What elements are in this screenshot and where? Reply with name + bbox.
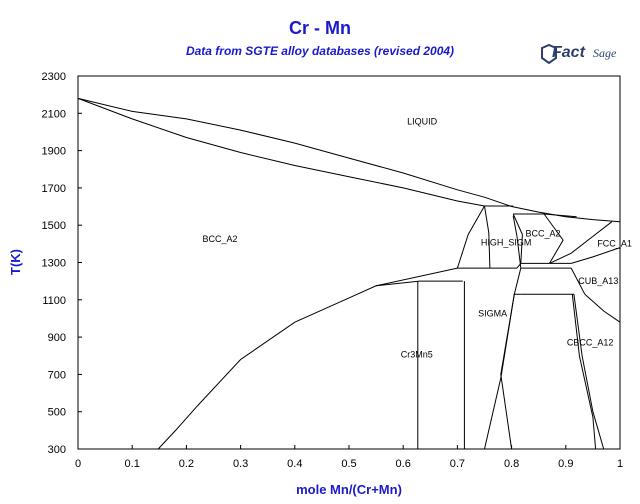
boundary-high-sigma-bottom (516, 262, 572, 269)
x-tick-label: 0.1 (125, 458, 140, 470)
x-tick-label: 0.2 (179, 458, 194, 470)
y-axis-ticks: 300 500 700 900 1100 1300 1500 1700 1900 2100 2300 (42, 71, 82, 456)
phase-boundaries (77, 97, 621, 450)
factsage-mark-icon (541, 44, 557, 64)
boundary-fcc-lower (571, 247, 621, 264)
boundary-cub-right (584, 293, 621, 323)
x-axis-ticks: 0 0.1 0.2 0.3 0.4 0.5 0.6 0.7 0.8 0.9 1 (75, 445, 623, 470)
y-tick-label: 500 (48, 407, 66, 419)
phase-label: FCC_A1 (597, 239, 632, 249)
phase-label: Cr3Mn5 (401, 350, 433, 360)
y-tick-label: 300 (48, 444, 66, 456)
boundary-sigma-right (500, 294, 515, 450)
boundary-cub-box-right (570, 267, 586, 295)
y-tick-label: 900 (48, 332, 66, 344)
logo-text-fact: Fact (552, 44, 585, 61)
y-tick-label: 1700 (42, 183, 66, 195)
boundary-cbcc-right (573, 294, 605, 450)
x-tick-label: 0.5 (341, 458, 356, 470)
x-tick-label: 1 (617, 458, 623, 470)
boundary-bcc2-left (512, 213, 523, 264)
y-tick-label: 700 (48, 369, 66, 381)
chart-title: Cr - Mn (289, 18, 351, 38)
boundary-solidus (77, 97, 485, 207)
phase-label: BCC_A2 (202, 234, 237, 244)
y-axis-title: T(K) (8, 249, 23, 275)
x-tick-label: 0.7 (450, 458, 465, 470)
chart-subtitle: Data from SGTE alloy databases (revised … (185, 44, 455, 58)
x-axis-title: mole Mn/(Cr+Mn) (296, 482, 402, 497)
phase-label: SIGMA (478, 309, 507, 319)
x-tick-label: 0.8 (504, 458, 519, 470)
boundary-bcc-solvus-low-cr (157, 280, 463, 450)
boundary-highsigma-2-left (512, 215, 522, 269)
factsage-logo: Fact Sage (538, 40, 638, 72)
boundary-fcc-left (549, 221, 613, 264)
boundary-highsigma-left (456, 205, 485, 269)
x-tick-label: 0.9 (558, 458, 573, 470)
x-tick-label: 0.6 (396, 458, 411, 470)
y-tick-label: 1300 (42, 258, 66, 270)
phase-label: BCC_A2 (526, 228, 561, 238)
y-tick-label: 2300 (42, 71, 66, 83)
phase-label: LIQUID (407, 116, 438, 126)
phase-label: HIGH_SIGM (481, 238, 532, 248)
y-tick-label: 1100 (42, 295, 66, 307)
boundary-liquidus (77, 97, 621, 223)
y-tick-label: 2100 (42, 108, 66, 120)
logo-text-sage: Sage (593, 46, 617, 60)
boundary-highsigma-right (484, 205, 491, 269)
boundary-bcc-highsigma-boundary (375, 267, 517, 287)
x-tick-label: 0.4 (287, 458, 302, 470)
boundary-cbcc-left (571, 294, 597, 450)
y-tick-label: 1500 (42, 220, 66, 232)
phase-label: CUB_A13 (578, 276, 618, 286)
y-tick-label: 1900 (42, 146, 66, 158)
phase-label: CBCC_A12 (567, 337, 614, 347)
plot-frame (77, 75, 621, 450)
x-tick-label: 0.3 (233, 458, 248, 470)
boundary-bcc2-right (543, 213, 564, 264)
x-tick-label: 0 (75, 458, 81, 470)
boundary-cub-box-left (513, 267, 522, 295)
